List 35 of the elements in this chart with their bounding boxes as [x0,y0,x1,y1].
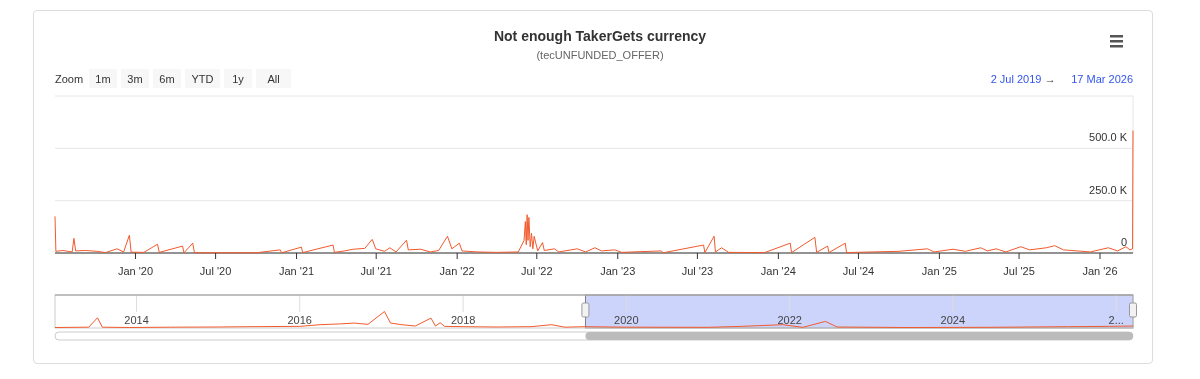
x-tick-label: Jan '26 [1082,265,1118,277]
x-tick-label: 2... [1108,314,1124,326]
y-tick-label: 250.0 K [1089,183,1128,196]
x-tick-label: Jan '24 [760,265,796,277]
text: 3m [127,73,143,85]
chart-title: Not enough TakerGets currency [493,28,707,44]
x-tick-label: 2016 [287,314,312,326]
text: 17 Mar 2026 [1071,73,1133,85]
text: 1m [95,73,111,85]
x-tick-label: Jul '21 [360,265,392,277]
text: 6m [159,73,175,85]
text: → [1044,73,1056,85]
x-tick-label: Jul '24 [842,265,875,277]
text: Zoom [55,73,84,85]
y-tick-label: 500.0 K [1089,131,1128,144]
x-tick-label: Jul '25 [1003,265,1035,277]
x-tick-label: 2020 [614,314,639,326]
x-tick-label: Jul '20 [199,265,232,277]
x-tick-label: Jul '22 [521,265,553,277]
x-tick-label: Jan '22 [439,265,475,277]
x-tick-label: Jan '25 [921,265,957,277]
x-tick-label: Jan '20 [117,265,154,277]
x-tick-label: 2018 [450,314,476,326]
text: 1y [232,73,245,85]
y-tick-label: 0 [1120,236,1127,248]
x-tick-label: 2014 [124,314,149,326]
x-tick-label: 2022 [777,314,802,326]
x-tick-label: Jan '23 [600,265,636,277]
x-tick-label: Jan '21 [278,265,315,277]
x-tick-label: Jul '23 [681,265,714,277]
x-tick-label: 2024 [940,314,966,326]
text: 2 Jul 2019 [990,73,1042,85]
text: All [267,73,280,85]
chart-subtitle: (tecUNFUNDED_OFFER) [536,49,664,61]
text: YTD [191,73,214,85]
